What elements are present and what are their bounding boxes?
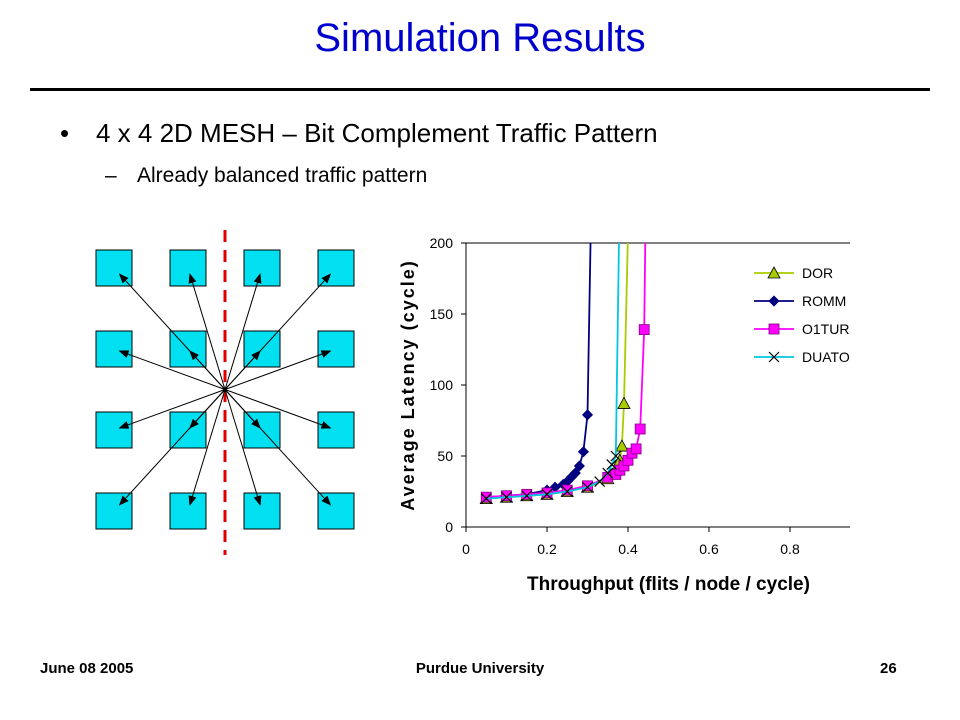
mesh-node xyxy=(317,249,355,287)
legend-marker-o1turn xyxy=(768,323,780,335)
mesh-node xyxy=(317,492,355,530)
legend-marker-duato xyxy=(768,351,780,363)
data-point-duato xyxy=(602,467,614,479)
mesh-node xyxy=(243,249,281,287)
mesh-diagram xyxy=(95,230,355,555)
y-axis-label: Average Latency (cycle) xyxy=(398,259,418,510)
mesh-node xyxy=(317,411,355,449)
traffic-arrow xyxy=(118,389,226,429)
latency-chart: 00.20.40.60.81050100150200Throughput (fl… xyxy=(398,235,850,595)
data-point-romm xyxy=(573,460,585,472)
traffic-arrow xyxy=(224,389,332,429)
x-axis-label: Throughput (flits / node / cycle) xyxy=(527,574,810,595)
legend-label-duato: DUATO xyxy=(802,349,850,365)
data-point-duato xyxy=(606,459,618,470)
plot-series-group xyxy=(479,243,650,505)
data-point-duato xyxy=(561,486,573,497)
legend-marker-romm xyxy=(768,295,780,307)
data-point-duato xyxy=(480,493,492,505)
x-tick-label: 0 xyxy=(462,541,470,557)
legend-label-dor: DOR xyxy=(802,265,833,281)
legend-marker-dor xyxy=(767,266,781,279)
data-point-o1turn xyxy=(521,488,533,500)
mesh-node xyxy=(95,249,133,287)
footer-date: June 08 2005 xyxy=(40,660,134,677)
traffic-arrow xyxy=(188,389,226,506)
legend-label-romm: ROMM xyxy=(802,293,846,309)
mesh-node xyxy=(95,492,133,530)
slide-title: Simulation Results xyxy=(314,16,646,60)
x-tick-label: 0.4 xyxy=(618,541,638,557)
y-tick-label: 200 xyxy=(430,235,454,251)
data-point-duato xyxy=(501,491,512,503)
data-point-o1turn xyxy=(634,423,646,435)
title-divider xyxy=(30,88,930,91)
main-bullet-text: 4 x 4 2D MESH – Bit Complement Traffic P… xyxy=(96,118,658,148)
traffic-arrow xyxy=(189,350,226,390)
traffic-arrow xyxy=(188,273,226,390)
traffic-arrow xyxy=(118,389,226,506)
mesh-node xyxy=(317,330,355,368)
footer-org: Purdue University xyxy=(415,660,545,677)
traffic-arrow xyxy=(224,350,261,390)
sub-bullet: – Already balanced traffic pattern xyxy=(105,164,427,188)
mesh-node xyxy=(169,249,207,287)
traffic-arrow xyxy=(224,389,332,506)
sub-bullet-marker: – xyxy=(105,164,117,187)
y-tick-label: 50 xyxy=(437,448,453,464)
y-tick-label: 100 xyxy=(430,377,454,393)
plot-area xyxy=(465,242,850,528)
traffic-arrow xyxy=(118,350,226,390)
data-point-duato xyxy=(541,488,553,500)
bullet-marker: • xyxy=(60,118,70,148)
data-point-duato xyxy=(582,481,593,493)
data-point-o1turn xyxy=(630,443,642,455)
data-point-romm xyxy=(577,446,590,458)
y-tick-label: 0 xyxy=(445,519,453,535)
chart-legend: DOR ROMM O1TURN DUATO xyxy=(754,265,850,365)
footer-page-number: 26 xyxy=(880,660,897,677)
data-point-duato xyxy=(610,450,622,462)
data-point-o1turn xyxy=(480,491,492,503)
x-tick-label: 0.8 xyxy=(780,541,800,557)
mesh-node xyxy=(95,330,133,368)
y-tick-label: 150 xyxy=(430,306,454,322)
data-point-duato xyxy=(521,490,533,502)
mesh-node xyxy=(95,411,133,449)
traffic-arrow xyxy=(224,273,262,390)
data-point-o1turn xyxy=(638,324,650,336)
legend-label-o1turn: O1TURN xyxy=(802,321,850,337)
data-point-o1turn xyxy=(501,490,512,502)
main-bullet: • 4 x 4 2D MESH – Bit Complement Traffic … xyxy=(60,118,658,149)
data-point-romm xyxy=(569,467,581,479)
traffic-arrow xyxy=(224,350,332,390)
data-point-romm xyxy=(581,409,594,421)
x-tick-label: 0.6 xyxy=(699,541,719,557)
traffic-arrow xyxy=(224,389,262,506)
x-tick-label: 0.2 xyxy=(537,541,557,557)
sub-bullet-text: Already balanced traffic pattern xyxy=(137,164,428,187)
data-point-dor xyxy=(615,439,629,452)
mesh-node xyxy=(169,492,207,530)
data-point-dor xyxy=(617,396,631,409)
mesh-node xyxy=(243,492,281,530)
